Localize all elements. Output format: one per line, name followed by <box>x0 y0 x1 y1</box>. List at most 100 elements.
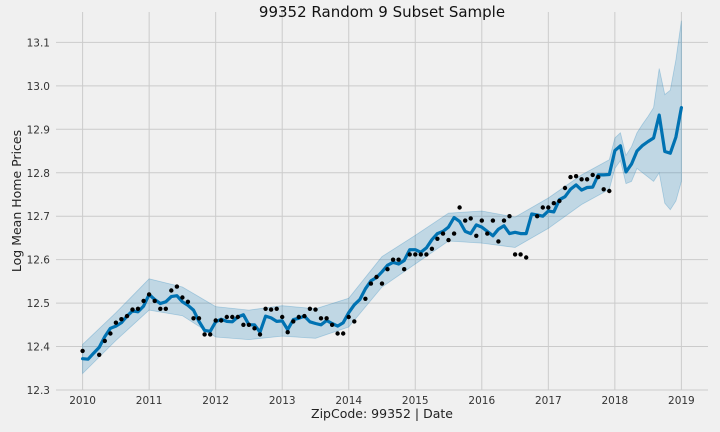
observed-point <box>196 316 202 321</box>
y-tick-label: 13.0 <box>27 81 50 93</box>
y-tick-label: 12.4 <box>27 342 51 354</box>
observed-point <box>402 267 407 272</box>
observed-point <box>424 252 429 257</box>
observed-point <box>280 314 285 320</box>
observed-point <box>80 348 85 354</box>
observed-point <box>512 252 518 257</box>
observed-point <box>219 318 224 323</box>
observed-point <box>352 319 357 324</box>
observed-point <box>601 187 606 192</box>
x-tick-label: 2010 <box>69 395 96 407</box>
y-tick-label: 12.7 <box>27 211 50 223</box>
observed-point <box>174 284 180 289</box>
observed-point <box>97 352 102 357</box>
observed-point <box>540 205 545 210</box>
grid-lines <box>56 12 708 391</box>
observed-point <box>590 172 595 178</box>
observed-point <box>407 252 412 257</box>
observed-point <box>230 314 235 320</box>
observed-points-layer <box>80 172 612 357</box>
x-tick-label: 2012 <box>202 395 229 407</box>
observed-point <box>474 233 479 238</box>
observed-point <box>241 322 246 327</box>
observed-point <box>385 267 390 272</box>
observed-point <box>573 174 579 179</box>
observed-point <box>108 331 113 336</box>
x-tick-label: 2013 <box>269 395 296 407</box>
observed-point <box>451 231 457 236</box>
observed-point <box>102 338 108 344</box>
observed-point <box>213 318 218 323</box>
observed-point <box>185 299 191 304</box>
observed-point <box>202 332 207 337</box>
x-tick-label: 2019 <box>668 395 695 407</box>
observed-point <box>257 332 263 337</box>
observed-point <box>180 295 185 300</box>
observed-point <box>152 298 157 304</box>
x-tick-label: 2016 <box>468 395 495 407</box>
x-tick-labels: 2010 2011 2012 2013 2014 2015 2016 2017 2018 2019 <box>69 395 695 407</box>
observed-point <box>324 316 329 321</box>
observed-point <box>329 322 335 327</box>
observed-point <box>535 214 540 219</box>
observed-point <box>124 313 130 319</box>
observed-point <box>346 314 351 320</box>
observed-point <box>524 255 529 260</box>
observed-point <box>374 274 379 280</box>
observed-point <box>518 252 523 257</box>
observed-point <box>557 198 562 204</box>
observed-point <box>263 306 268 311</box>
observed-point <box>390 257 396 262</box>
observed-point <box>446 237 451 243</box>
observed-point <box>135 306 141 311</box>
observed-point <box>490 218 496 223</box>
forecast-line <box>80 105 684 361</box>
x-axis-label: ZipCode: 99352 | Date <box>311 406 453 421</box>
x-tick-label: 2014 <box>335 395 362 407</box>
y-tick-label: 12.3 <box>27 385 50 397</box>
observed-point <box>335 331 340 336</box>
observed-point <box>496 239 501 244</box>
y-tick-label: 13.1 <box>27 37 50 49</box>
observed-point <box>285 330 290 335</box>
observed-point <box>396 257 401 262</box>
x-tick-label: 2015 <box>402 395 429 407</box>
observed-point <box>568 174 573 180</box>
observed-point <box>302 313 307 319</box>
forecast-line-layer <box>80 105 684 361</box>
observed-point <box>551 201 556 206</box>
observed-point <box>313 307 318 312</box>
observed-point <box>607 188 612 194</box>
observed-point <box>130 307 135 312</box>
observed-point <box>208 332 213 337</box>
y-tick-labels: 12.3 12.4 12.5 12.6 12.7 12.8 12.9 13.0 13.1 <box>27 37 51 397</box>
observed-point <box>429 246 435 251</box>
observed-point <box>291 319 296 324</box>
observed-point <box>268 307 274 312</box>
observed-point <box>546 205 551 210</box>
observed-point <box>418 252 423 257</box>
observed-point <box>119 317 124 322</box>
observed-point <box>596 174 601 180</box>
observed-point <box>440 231 446 236</box>
x-tick-label: 2017 <box>535 395 562 407</box>
observed-point <box>274 306 279 311</box>
observed-point <box>341 331 346 336</box>
y-tick-label: 12.9 <box>27 124 50 136</box>
chart-title: 99352 Random 9 Subset Sample <box>259 3 505 21</box>
observed-point <box>501 218 507 223</box>
observed-point <box>235 314 240 320</box>
observed-point <box>158 306 163 311</box>
observed-point <box>146 292 152 297</box>
observed-point <box>368 281 374 286</box>
observed-point <box>584 177 590 182</box>
observed-point <box>191 316 196 321</box>
observed-point <box>479 218 484 223</box>
observed-point <box>307 306 313 311</box>
observed-point <box>457 205 462 210</box>
observed-point <box>379 281 385 286</box>
observed-point <box>507 214 512 219</box>
observed-point <box>246 322 252 327</box>
observed-point <box>363 296 368 301</box>
